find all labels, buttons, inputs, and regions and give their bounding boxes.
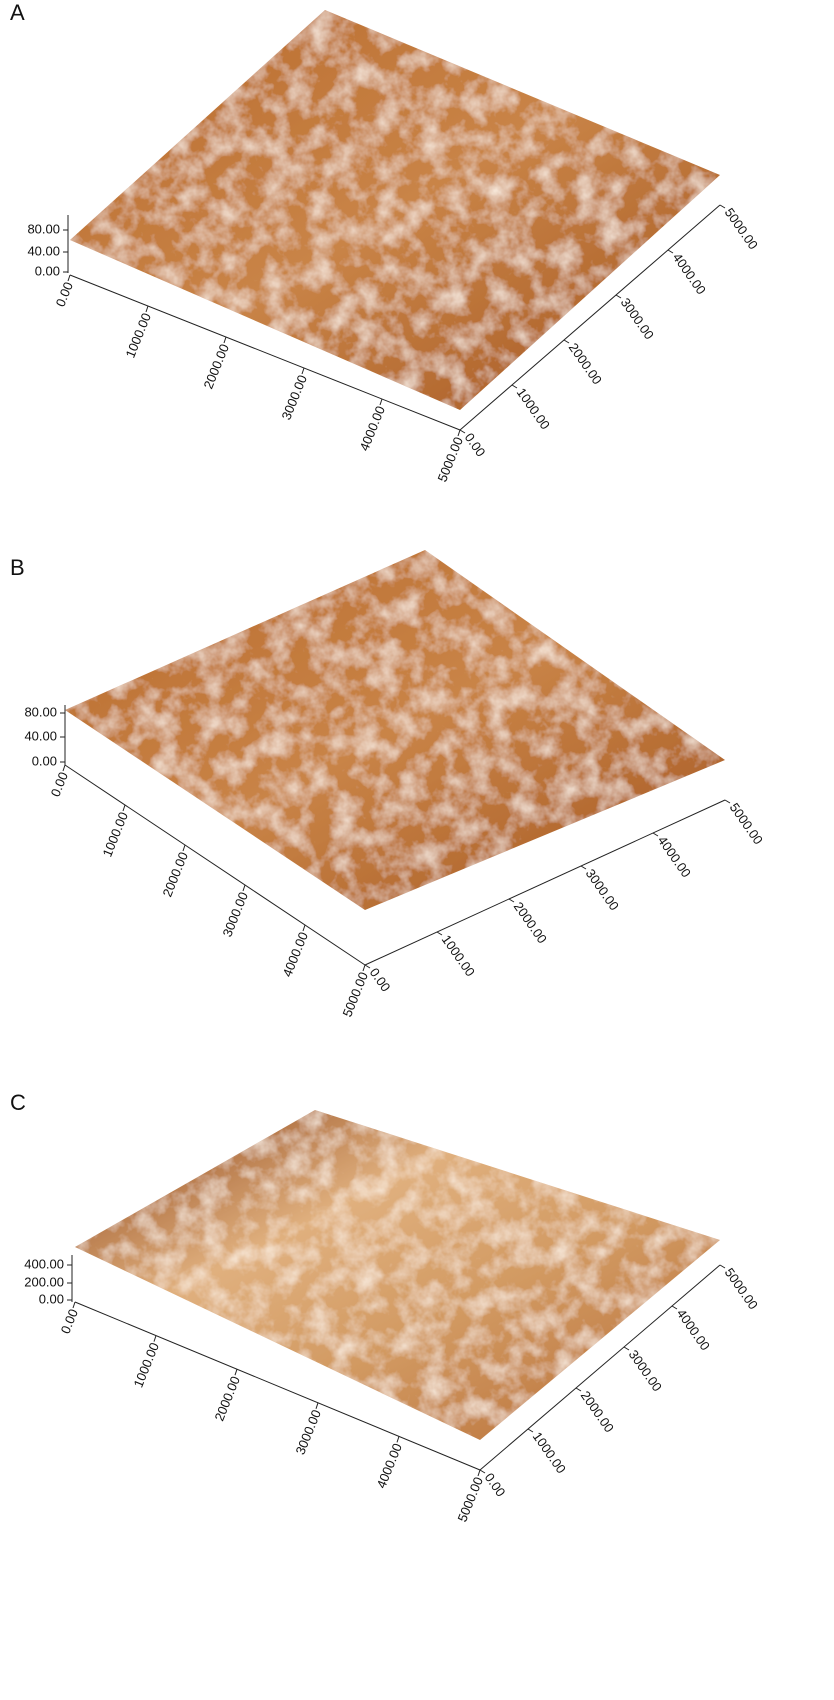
- x-tick: [303, 925, 305, 931]
- x-tick-label: 5000.00: [339, 970, 371, 1019]
- y-tick-label: 4000.00: [670, 250, 709, 297]
- x-tick-label: 4000.00: [279, 930, 311, 979]
- x-tick: [123, 805, 125, 811]
- y-tick: [616, 295, 621, 298]
- y-tick-label: 4000.00: [674, 1306, 713, 1353]
- z-tick-label: 400.00: [24, 1256, 64, 1271]
- y-tick-label: 1000.00: [530, 1429, 569, 1476]
- y-tick-label: 3000.00: [583, 866, 622, 913]
- figure: A0.0040.0080.000.001000.002000.003000.00…: [0, 0, 834, 1700]
- x-tick-label: 1000.00: [99, 810, 131, 859]
- x-tick-label: 2000.00: [200, 342, 232, 391]
- y-tick-label: 1000.00: [514, 385, 553, 432]
- y-tick-label: 0.00: [462, 430, 489, 459]
- x-tick-label: 4000.00: [373, 1441, 405, 1490]
- z-tick-label: 40.00: [27, 243, 60, 258]
- y-tick: [720, 1265, 725, 1268]
- x-tick-label: 1000.00: [130, 1340, 162, 1389]
- x-tick: [478, 1470, 480, 1476]
- x-tick-label: 0.00: [53, 280, 76, 309]
- y-tick-label: 5000.00: [722, 1265, 761, 1312]
- y-tick-label: 5000.00: [727, 800, 766, 847]
- y-tick: [576, 1388, 581, 1391]
- y-tick: [581, 866, 586, 869]
- y-tick: [480, 1470, 485, 1473]
- x-tick: [235, 1369, 237, 1375]
- panel: A 0.00 40.00 80.00 0.00 1000.00 2000.00 3000.00…: [10, 0, 761, 484]
- z-tick-label: 200.00: [24, 1274, 64, 1289]
- x-tick: [73, 1302, 75, 1308]
- y-tick: [653, 833, 658, 836]
- y-tick-label: 4000.00: [655, 833, 694, 880]
- y-tick: [512, 385, 517, 388]
- x-tick-label: 0.00: [48, 770, 71, 799]
- x-tick-label: 1000.00: [122, 311, 154, 360]
- panel: C0.00200.00400.000.001000.002000.003000.…: [10, 1090, 761, 1524]
- z-tick-label: 80.00: [27, 221, 60, 236]
- surface: [65, 550, 725, 910]
- x-tick: [183, 845, 185, 851]
- x-tick-label: 5000.00: [454, 1475, 486, 1524]
- y-tick-label: 3000.00: [626, 1347, 665, 1394]
- x-tick: [363, 965, 365, 971]
- x-tick: [68, 275, 70, 281]
- x-tick: [316, 1403, 318, 1409]
- y-tick: [509, 899, 514, 902]
- z-tick-label: 40.00: [24, 728, 57, 743]
- panel-label: B: [10, 555, 25, 580]
- z-tick-label: 0.00: [39, 1291, 64, 1306]
- x-tick-label: 5000.00: [434, 435, 466, 484]
- y-tick: [437, 932, 442, 935]
- x-tick-label: 3000.00: [278, 373, 310, 422]
- z-tick-label: 0.00: [35, 263, 60, 278]
- y-tick-label: 2000.00: [578, 1388, 617, 1435]
- y-tick-label: 1000.00: [439, 932, 478, 979]
- surface: [75, 1110, 720, 1440]
- y-tick-label: 3000.00: [618, 295, 657, 342]
- panel-label: A: [10, 0, 25, 25]
- panel-label: C: [10, 1090, 26, 1115]
- x-tick-label: 3000.00: [219, 890, 251, 939]
- z-tick-label: 80.00: [24, 704, 57, 719]
- z-tick-label: 0.00: [32, 753, 57, 768]
- x-tick: [397, 1436, 399, 1442]
- x-tick: [146, 306, 148, 312]
- x-tick-label: 2000.00: [159, 850, 191, 899]
- x-tick: [380, 399, 382, 405]
- x-tick: [302, 368, 304, 374]
- y-tick: [365, 965, 370, 968]
- x-tick-label: 3000.00: [292, 1408, 324, 1457]
- y-tick: [528, 1429, 533, 1432]
- x-tick: [224, 337, 226, 343]
- y-tick-label: 0.00: [482, 1470, 509, 1499]
- y-tick: [668, 250, 673, 253]
- x-tick: [63, 765, 65, 771]
- y-tick-label: 2000.00: [511, 899, 550, 946]
- x-tick: [243, 885, 245, 891]
- panel: B 0.00 40.00 80.00 0.00 1000.00 2000.00 3000.00…: [10, 550, 766, 1019]
- x-tick-label: 0.00: [58, 1307, 81, 1336]
- x-tick-label: 2000.00: [211, 1374, 243, 1423]
- y-tick: [720, 205, 725, 208]
- x-tick: [458, 430, 460, 436]
- y-tick-label: 0.00: [367, 965, 394, 994]
- surface: [70, 10, 720, 410]
- y-tick-label: 5000.00: [722, 205, 761, 252]
- x-tick: [154, 1336, 156, 1342]
- y-tick: [564, 340, 569, 343]
- x-tick-label: 4000.00: [356, 404, 388, 453]
- y-tick: [672, 1306, 677, 1309]
- y-tick: [460, 430, 465, 433]
- y-tick-label: 2000.00: [566, 340, 605, 387]
- y-tick: [624, 1347, 629, 1350]
- y-tick: [725, 800, 730, 803]
